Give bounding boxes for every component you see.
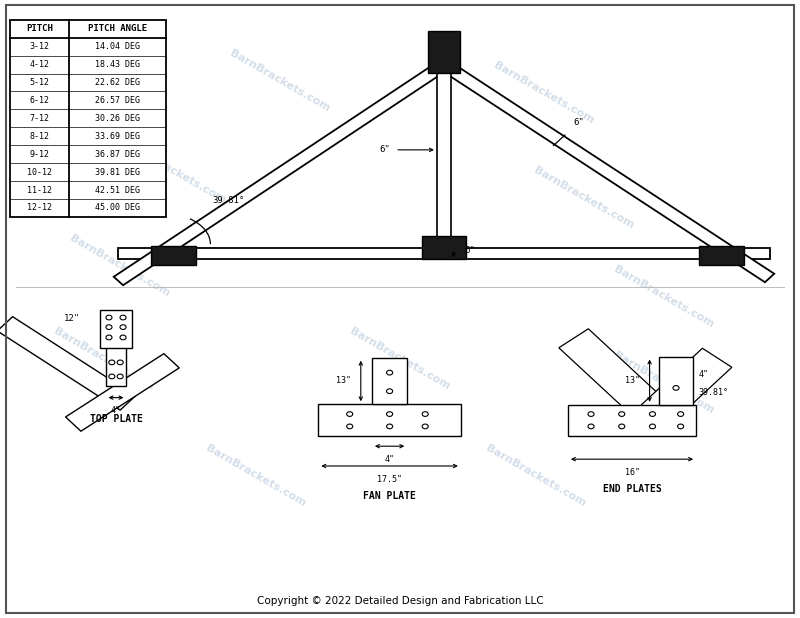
Text: 16": 16"	[625, 468, 639, 477]
Bar	[372, 358, 407, 404]
Text: 22.62 DEG: 22.62 DEG	[95, 78, 140, 87]
Text: 7-12: 7-12	[30, 114, 50, 123]
Text: BarnBrackets.com: BarnBrackets.com	[228, 48, 332, 113]
Text: BarnBrackets.com: BarnBrackets.com	[612, 264, 716, 329]
Text: BarnBrackets.com: BarnBrackets.com	[348, 326, 452, 391]
Text: 45.00 DEG: 45.00 DEG	[95, 203, 140, 213]
Text: 30.26 DEG: 30.26 DEG	[95, 114, 140, 123]
Text: PITCH ANGLE: PITCH ANGLE	[88, 24, 147, 33]
Bar	[428, 31, 460, 74]
Polygon shape	[439, 61, 774, 282]
Bar	[100, 310, 132, 348]
Text: BarnBrackets.com: BarnBrackets.com	[204, 443, 308, 509]
Text: 6": 6"	[464, 246, 474, 255]
Bar	[151, 246, 197, 265]
Bar	[568, 405, 696, 436]
Text: 26.57 DEG: 26.57 DEG	[95, 96, 140, 105]
Polygon shape	[66, 353, 179, 431]
Text: 10-12: 10-12	[27, 167, 52, 177]
Bar	[10, 20, 166, 217]
Polygon shape	[641, 349, 732, 424]
Text: 4": 4"	[385, 455, 394, 464]
Text: 12-12: 12-12	[27, 203, 52, 213]
Bar	[106, 346, 126, 386]
Text: BarnBrackets.com: BarnBrackets.com	[68, 233, 172, 298]
Polygon shape	[114, 61, 449, 286]
Text: 4": 4"	[698, 370, 709, 379]
Text: 18.43 DEG: 18.43 DEG	[95, 60, 140, 69]
Text: END PLATES: END PLATES	[602, 484, 662, 494]
Text: BarnBrackets.com: BarnBrackets.com	[492, 60, 596, 125]
Text: 13": 13"	[336, 376, 351, 386]
Text: 39.81°: 39.81°	[698, 388, 728, 397]
Polygon shape	[0, 316, 135, 410]
Text: 6-12: 6-12	[30, 96, 50, 105]
Text: 5-12: 5-12	[30, 78, 50, 87]
Text: 33.69 DEG: 33.69 DEG	[95, 132, 140, 141]
Bar	[659, 357, 693, 405]
Text: 39.81°: 39.81°	[212, 196, 244, 205]
Text: 39.81 DEG: 39.81 DEG	[95, 167, 140, 177]
Text: 42.51 DEG: 42.51 DEG	[95, 185, 140, 195]
Text: Copyright © 2022 Detailed Design and Fabrication LLC: Copyright © 2022 Detailed Design and Fab…	[257, 596, 543, 606]
Text: 8-12: 8-12	[30, 132, 50, 141]
Polygon shape	[559, 329, 665, 419]
Text: 3-12: 3-12	[30, 42, 50, 51]
Text: 36.87 DEG: 36.87 DEG	[95, 150, 140, 159]
Bar	[698, 246, 744, 265]
Text: 9-12: 9-12	[30, 150, 50, 159]
Text: 14.04 DEG: 14.04 DEG	[95, 42, 140, 51]
Text: PITCH: PITCH	[26, 24, 53, 33]
Text: BarnBrackets.com: BarnBrackets.com	[52, 326, 156, 391]
Text: 4-12: 4-12	[30, 60, 50, 69]
Text: 13": 13"	[625, 376, 640, 385]
Polygon shape	[118, 248, 770, 259]
Text: 11-12: 11-12	[27, 185, 52, 195]
Text: 6": 6"	[574, 117, 584, 127]
Bar	[318, 404, 461, 436]
Polygon shape	[437, 65, 451, 253]
Text: BarnBrackets.com: BarnBrackets.com	[484, 443, 588, 509]
Text: FAN PLATE: FAN PLATE	[363, 491, 416, 501]
Text: 6": 6"	[380, 145, 390, 154]
Text: TOP PLATE: TOP PLATE	[90, 414, 142, 425]
Bar	[422, 236, 466, 258]
Text: 4": 4"	[111, 406, 121, 415]
Text: 17.5": 17.5"	[377, 475, 402, 484]
Text: BarnBrackets.com: BarnBrackets.com	[612, 350, 716, 416]
Text: 12": 12"	[64, 314, 80, 323]
Text: BarnBrackets.com: BarnBrackets.com	[124, 140, 228, 206]
Text: BarnBrackets.com: BarnBrackets.com	[532, 165, 636, 231]
